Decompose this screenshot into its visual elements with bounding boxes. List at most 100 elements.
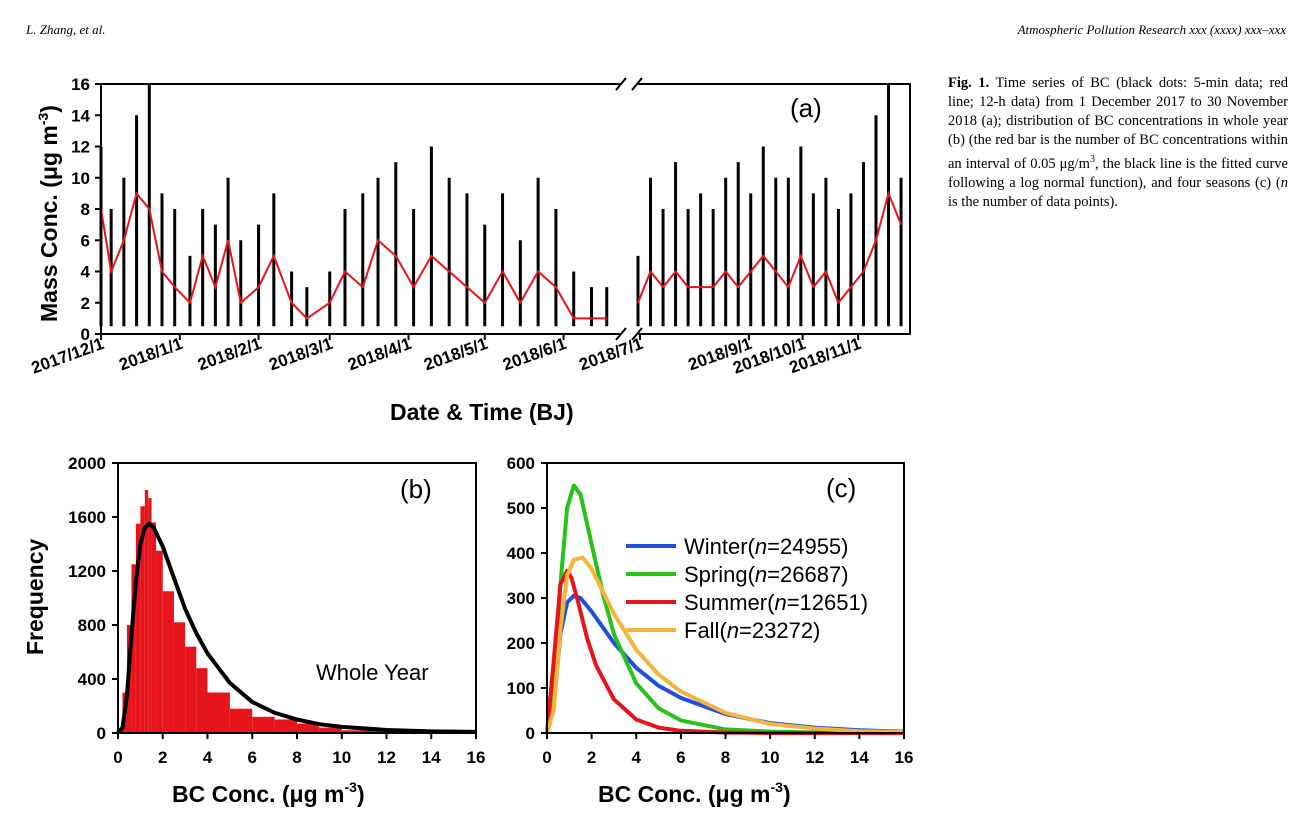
series-line-fall xyxy=(545,555,905,735)
panel-b-xaxis: 0 2 4 6 8 10 12 14 16 xyxy=(113,733,485,767)
xtick-label: 6 xyxy=(248,748,257,767)
ytick-label: 12 xyxy=(71,138,90,157)
histogram-bar xyxy=(162,591,174,733)
ytick-label: 600 xyxy=(507,454,535,473)
xtick-label: 12 xyxy=(377,748,396,767)
xtick-label: 2 xyxy=(158,748,167,767)
histogram-bar xyxy=(156,550,163,733)
histogram-bar xyxy=(274,719,297,733)
histogram-bar xyxy=(252,716,275,733)
xtick-label: 0 xyxy=(542,748,551,767)
caption-n: n xyxy=(1280,174,1288,191)
panel-c-data xyxy=(545,483,905,735)
panel-c-label: (c) xyxy=(826,473,856,503)
ytick-label: 100 xyxy=(507,679,535,698)
xtick-label: 4 xyxy=(203,748,213,767)
lognormal-fit-line xyxy=(116,521,477,735)
caption-label: Fig. 1. xyxy=(948,75,990,91)
xtick-label: 2018/3/1 xyxy=(266,334,335,374)
histogram-bar xyxy=(196,668,208,733)
xtick-label: 4 xyxy=(632,748,642,767)
legend-label-winter: Winter(n=24955) xyxy=(684,534,849,559)
panel-a-frame-right xyxy=(638,83,911,335)
ytick-label: 8 xyxy=(81,200,90,219)
xtick-label: 14 xyxy=(422,748,441,767)
bc-12h-line xyxy=(637,190,903,305)
histogram-bar xyxy=(229,708,253,733)
panel-c-xaxis: 0 2 4 6 8 10 12 14 16 xyxy=(542,733,913,767)
xtick-label: 0 xyxy=(113,748,122,767)
xtick-label: 2017/12/1 xyxy=(29,334,107,378)
histogram-bar xyxy=(131,564,136,733)
xtick-label: 14 xyxy=(850,748,869,767)
caption-text-3: is the number of data points). xyxy=(948,193,1118,210)
axis-break-top xyxy=(615,77,643,91)
ytick-label: 500 xyxy=(507,499,535,518)
histogram-bar xyxy=(207,692,230,733)
bc-12h-line xyxy=(100,191,607,320)
running-header-authors: L. Zhang, et al. xyxy=(26,22,106,37)
panel-c: 0 100 200 300 400 500 600 0 2 4 6 8 10 12 14 16 (c) Wi… xyxy=(507,454,914,807)
ytick-label: 0 xyxy=(526,724,535,743)
ytick-label: 400 xyxy=(78,670,106,689)
panel-b-data xyxy=(116,490,477,735)
panel-c-yaxis: 0 100 200 300 400 500 600 xyxy=(507,454,547,743)
xtick-label: 2 xyxy=(587,748,596,767)
histogram-bar xyxy=(297,723,320,733)
ytick-label: 14 xyxy=(71,106,90,125)
panel-c-legend: Winter(n=24955) Spring(n=26687) Summer(n=1… xyxy=(626,534,868,643)
histogram-bar xyxy=(144,490,149,733)
xtick-label: 8 xyxy=(721,748,730,767)
xtick-label: 2018/5/1 xyxy=(421,334,490,374)
histogram-bar xyxy=(319,727,342,733)
panel-b: 0 400 800 1200 1600 2000 0 2 4 6 8 10 12 14 16 (b) Wh… xyxy=(22,454,485,807)
panel-a-label: (a) xyxy=(790,93,822,123)
ytick-label: 4 xyxy=(81,263,91,282)
panel-a-yaxis: 0 2 4 6 8 10 12 14 16 xyxy=(71,75,101,344)
panel-b-label: (b) xyxy=(400,474,432,504)
ytick-label: 300 xyxy=(507,589,535,608)
histogram-bar xyxy=(341,730,387,733)
axis-break-bottom xyxy=(615,327,643,341)
xtick-label: 16 xyxy=(895,748,914,767)
xtick-label: 6 xyxy=(676,748,685,767)
ytick-label: 200 xyxy=(507,634,535,653)
figure-caption: Fig. 1. Time series of BC (black dots: 5… xyxy=(948,74,1288,212)
running-header-journal: Atmospheric Pollution Research xxx (xxxx… xyxy=(1017,22,1286,37)
ytick-label: 16 xyxy=(71,75,90,94)
legend-label-fall: Fall(n=23272) xyxy=(684,618,820,643)
series-line-spring xyxy=(545,483,905,735)
ytick-label: 0 xyxy=(97,724,106,743)
ytick-label: 400 xyxy=(507,544,535,563)
histogram-bar xyxy=(135,523,141,733)
ytick-label: 0 xyxy=(81,325,90,344)
xtick-label: 2018/2/1 xyxy=(195,334,264,374)
panel-b-xlabel: BC Conc. (μg m-3) xyxy=(172,779,365,807)
ytick-label: 10 xyxy=(71,169,90,188)
ytick-label: 1600 xyxy=(68,508,106,527)
panel-b-ylabel: Frequency xyxy=(22,538,48,655)
xtick-label: 2018/7/1 xyxy=(577,334,646,374)
histogram-bar xyxy=(173,622,186,733)
ytick-label: 6 xyxy=(81,231,90,250)
legend-label-summer: Summer(n=12651) xyxy=(684,590,868,615)
histogram-bar xyxy=(140,506,145,733)
histogram-bar xyxy=(151,522,157,733)
xtick-label: 2018/6/1 xyxy=(500,334,569,374)
ytick-label: 800 xyxy=(78,616,106,635)
series-line-summer xyxy=(545,569,904,735)
panel-a-xlabel: Date & Time (BJ) xyxy=(390,399,574,425)
panel-b-yaxis: 0 400 800 1200 1600 2000 xyxy=(68,454,118,743)
xtick-label: 8 xyxy=(292,748,301,767)
panel-c-xlabel: BC Conc. (μg m-3) xyxy=(598,779,791,807)
xtick-label: 10 xyxy=(761,748,780,767)
xtick-label: 2018/1/1 xyxy=(116,334,185,374)
histogram-bar xyxy=(185,646,197,733)
xtick-label: 2018/4/1 xyxy=(345,334,414,374)
xtick-label: 12 xyxy=(805,748,824,767)
ytick-label: 1200 xyxy=(68,562,106,581)
panel-b-annotation: Whole Year xyxy=(316,660,429,685)
caption-text-1: Time series of BC (black dots: 5-min dat… xyxy=(948,75,1288,172)
